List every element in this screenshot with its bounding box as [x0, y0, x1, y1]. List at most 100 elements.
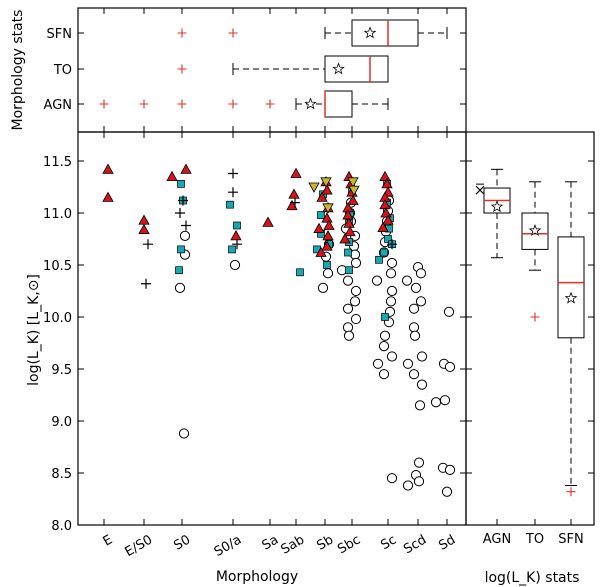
sfn-circle-point	[401, 275, 413, 286]
sfn-circle-point	[402, 358, 414, 369]
sfn-circle-point	[444, 464, 456, 475]
cross-point	[290, 197, 300, 208]
agn-triangle-point	[342, 209, 354, 220]
sfn-circle-point	[378, 369, 390, 380]
agn-triangle-point	[322, 230, 334, 241]
top-category-label: SFN	[47, 27, 72, 42]
cross-point	[143, 239, 153, 250]
right-category-label: SFN	[558, 532, 583, 547]
top-outlier-plus	[265, 99, 275, 109]
yellow-triangle-point	[320, 177, 332, 188]
cross-point	[181, 220, 191, 231]
sfn-circle-point	[178, 428, 190, 439]
agn-triangle-point	[344, 225, 356, 237]
top-outlier-plus	[177, 99, 187, 109]
sfn-circle-point	[342, 275, 354, 286]
sfn-circle-point	[408, 303, 420, 314]
agn-triangle-point	[321, 212, 333, 223]
sfn-circle-point	[402, 480, 414, 491]
top-mean-star	[304, 97, 317, 110]
agn-triangle-point	[262, 216, 274, 227]
agn-triangle-point	[323, 219, 335, 230]
agn-triangle-point	[290, 167, 302, 178]
x-tick-label: S0	[171, 532, 193, 553]
to-square-point	[323, 261, 331, 269]
x-tick-label: Sab	[278, 532, 307, 557]
yellow-triangle-point	[308, 182, 320, 193]
top-outlier-plus	[99, 99, 109, 109]
x-tick-label: Scd	[401, 532, 429, 557]
to-square-point	[228, 245, 236, 254]
yellow-triangle-point	[348, 185, 360, 196]
agn-triangle-point	[379, 170, 391, 181]
to-square-point	[384, 235, 392, 243]
x-tick-label: E/S0	[122, 532, 155, 560]
top-y-axis-label: Morphology stats	[10, 10, 26, 131]
agn-triangle-point	[138, 223, 150, 235]
top-outlier-plus	[177, 64, 187, 74]
agn-triangle-point	[102, 191, 114, 202]
to-square-point	[226, 200, 234, 209]
cross-point	[178, 195, 188, 206]
sfn-circle-point	[174, 282, 186, 293]
agn-triangle-point	[382, 214, 394, 225]
sfn-circle-point	[386, 257, 398, 269]
main-panel: 8.0 8.5 9.0 9.5 10.0 10.5 11.0 11.5 E E/S0 S0 S0/a S…	[43, 8, 594, 560]
sfn-circle-point	[349, 296, 361, 307]
x-tick-label: S0/a	[212, 532, 245, 559]
agn-triangle-point	[347, 194, 359, 205]
sfn-circle-point	[342, 303, 354, 314]
sfn-circle-point	[342, 322, 354, 333]
agn-triangle-point	[321, 184, 333, 195]
sfn-circle-point	[415, 296, 427, 307]
agn-triangle-point	[343, 217, 355, 228]
right-box	[557, 236, 585, 339]
agn-triangle-point	[230, 230, 242, 241]
cross-point	[387, 239, 397, 250]
cross-point	[175, 208, 185, 218]
sfn-circle-point	[350, 257, 362, 269]
right-mean-star	[528, 224, 542, 237]
yellow-triangle-point	[347, 177, 359, 188]
agn-triangle-point	[315, 246, 327, 257]
top-category-label: AGN	[44, 98, 72, 113]
y-tick-label: 11.5	[43, 155, 72, 170]
right-mean-star	[490, 200, 504, 213]
right-x-axis-label: log(L_K) stats	[485, 570, 580, 586]
sfn-circle-point	[350, 285, 362, 297]
top-category-label: TO	[53, 63, 72, 78]
y-tick-label: 8.0	[51, 519, 72, 534]
top-outlier-plus	[228, 28, 238, 38]
x-axis-label: Morphology	[216, 569, 298, 585]
sfn-circle-point	[430, 397, 442, 408]
sfn-circle-point	[414, 400, 426, 411]
agn-triangle-point	[316, 191, 328, 202]
sfn-circle-point	[439, 395, 451, 406]
sfn-circle-point	[322, 268, 334, 279]
agn-triangle-point	[166, 170, 178, 181]
x-tick-label: Sc	[378, 532, 399, 553]
sfn-circle-point	[385, 296, 397, 307]
to-square-point	[345, 266, 353, 275]
agn-triangle-point	[339, 233, 351, 244]
to-square-point	[177, 180, 185, 188]
right-outlier-plus	[530, 312, 540, 322]
sfn-circle-point	[350, 313, 362, 325]
agn-triangle-point	[381, 178, 393, 189]
sfn-circle-point	[416, 379, 428, 390]
to-square-point	[317, 211, 325, 219]
agn-triangle-point	[321, 240, 333, 251]
top-panel: SFN TO AGN	[44, 19, 466, 118]
to-square-point	[177, 245, 185, 254]
top-mean-star	[332, 62, 345, 75]
x-tick-label: E	[101, 532, 116, 549]
agn-triangle-point	[138, 214, 150, 225]
x-tick-label: Sb	[314, 532, 336, 553]
cross-point	[232, 239, 242, 250]
y-tick-label: 11.0	[43, 207, 72, 222]
sfn-circle-point	[386, 473, 398, 484]
main-panel-frame	[77, 131, 467, 526]
right-panel: AGN TO SFN	[475, 168, 585, 547]
cross-point	[141, 278, 151, 289]
right-panel-frame	[465, 131, 595, 526]
